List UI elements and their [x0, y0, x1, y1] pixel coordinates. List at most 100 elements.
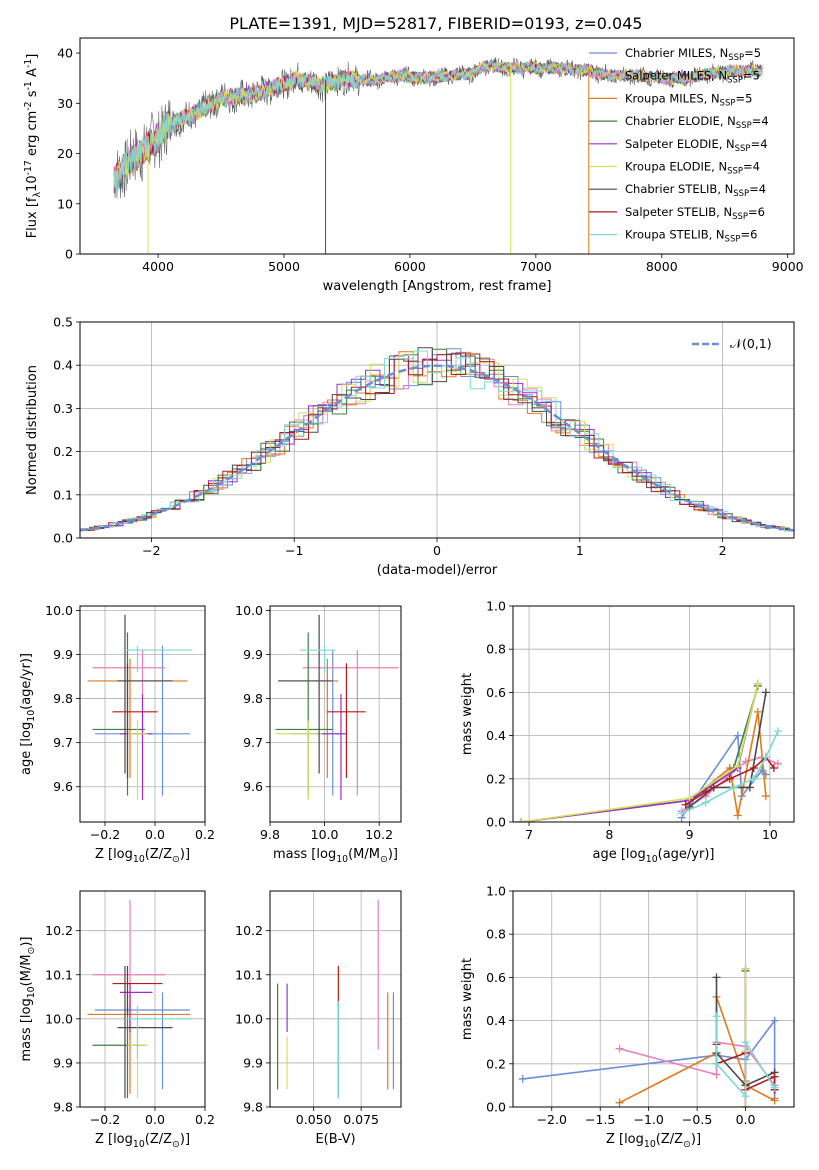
x-tick-label: 7000	[520, 259, 552, 274]
weight-marker	[749, 774, 758, 783]
y-axis-label: Flux [fλ10-17 erg cm-2 s-1 A-1]	[23, 54, 43, 239]
legend-label: Chabrier ELODIE, NSSP=4	[625, 114, 769, 131]
age-vs-Z-panel: −0.2 0.0 0.2 9.6 9.7 9.8 9.9 10.0	[45, 603, 215, 842]
y-tick-label: 10.2	[45, 923, 73, 938]
weight-marker	[761, 753, 770, 762]
y-tick-label: 9.8	[53, 691, 73, 706]
histogram-line	[80, 348, 794, 532]
y-tick-label: 9.9	[53, 1055, 73, 1070]
y-axis-label: Normed distribution	[25, 365, 40, 495]
y-tick-label: 0.4	[486, 728, 506, 743]
x-tick-label: 0.0	[145, 1112, 165, 1127]
x-axis-label: mass [log10(M/M⊙)]	[273, 847, 398, 865]
y-tick-label: 9.6	[53, 779, 73, 794]
x-tick-label: −2	[142, 543, 160, 558]
y-tick-label: 9.7	[53, 735, 73, 750]
weight-marker	[712, 1070, 721, 1079]
y-tick-label: 9.7	[243, 735, 263, 750]
x-tick-label: 7	[525, 827, 533, 842]
x-tick-label: 10.0	[311, 827, 339, 842]
spectrum-line	[113, 59, 763, 191]
y-axis-label: mass weight	[460, 673, 475, 755]
y-tick-label: 0.8	[486, 927, 506, 942]
weight-marker	[749, 764, 758, 772]
axes-frame	[79, 321, 795, 539]
x-tick-label: 0.0	[736, 1112, 756, 1127]
axes-frame	[512, 890, 795, 1108]
y-tick-label: 0.0	[486, 815, 506, 830]
x-axis-label: age [log10(age/yr)]	[593, 847, 715, 865]
mass-vs-EBV-plot-area	[276, 899, 395, 1099]
x-tick-label: 1	[576, 543, 584, 558]
weight-marker	[615, 1098, 624, 1107]
x-tick-label: −0.2	[90, 1112, 120, 1127]
axes-frame	[79, 890, 206, 1108]
y-tick-label: 9.8	[243, 1100, 263, 1115]
y-tick-label: 0	[65, 247, 73, 262]
y-tick-label: 9.8	[53, 1100, 73, 1115]
legend-label: Chabrier MILES, NSSP=5	[625, 46, 761, 63]
y-tick-label: 0.1	[53, 487, 73, 502]
y-axis-label: mass [log10(M/M⊙)]	[19, 937, 37, 1062]
y-tick-label: 0.6	[486, 685, 506, 700]
x-axis-label: Z [log10(Z/Z⊙)]	[95, 1132, 190, 1150]
weight-marker	[753, 679, 762, 688]
x-tick-label: −1	[285, 543, 303, 558]
weight-marker	[677, 809, 686, 818]
y-tick-label: 1.0	[486, 884, 506, 899]
weight-marker	[741, 1092, 750, 1101]
weight-marker	[701, 798, 710, 807]
weight-marker	[770, 1016, 779, 1025]
weight-marker	[701, 787, 710, 796]
x-tick-label: −1.0	[633, 1112, 663, 1127]
axes-frame	[79, 37, 795, 255]
legend-label: Kroupa MILES, NSSP=5	[625, 91, 752, 108]
x-axis-label: wavelength [Angstrom, rest frame]	[323, 279, 552, 294]
normal-reference-curve	[80, 364, 794, 532]
age-vs-Z-plot-area	[87, 614, 193, 800]
y-tick-label: 9.8	[243, 691, 263, 706]
weight-line	[520, 685, 759, 822]
x-tick-label: 8	[605, 827, 613, 842]
weight-line	[520, 683, 759, 822]
weight-marker	[733, 811, 742, 820]
y-tick-label: 0.4	[53, 358, 73, 373]
legend-label: Kroupa STELIB, NSSP=6	[625, 228, 757, 245]
y-tick-label: 0.2	[486, 1056, 506, 1071]
y-tick-label: 10	[57, 196, 73, 211]
x-axis-label: E(B-V)	[315, 1132, 355, 1147]
weight-marker	[745, 783, 754, 792]
weight-marker	[770, 1096, 779, 1105]
y-tick-label: 10.1	[235, 967, 263, 982]
y-tick-label: 10.0	[235, 1011, 263, 1026]
spectrum-plot-area	[113, 57, 763, 254]
y-tick-label: 1.0	[486, 599, 506, 614]
figure-title: PLATE=1391, MJD=52817, FIBERID=0193, z=0…	[229, 14, 642, 33]
y-tick-label: 30	[57, 96, 73, 111]
axes-frame	[269, 890, 402, 1108]
weight-marker	[712, 973, 721, 982]
weight-marker	[712, 1059, 721, 1068]
axes-frame	[512, 605, 795, 823]
legend-label: 𝒩(0,1)	[730, 336, 772, 351]
y-tick-label: 10.0	[45, 603, 73, 618]
y-tick-label: 40	[57, 46, 73, 61]
x-tick-label: 0.075	[343, 1112, 379, 1127]
y-tick-label: 0.6	[486, 970, 506, 985]
mass-vs-EBV-panel: 0.050 0.075 9.8 9.9 10.0 10.1 10.2	[235, 890, 402, 1127]
y-tick-label: 10.0	[235, 603, 263, 618]
histogram-line	[80, 347, 794, 531]
y-tick-label: 0.4	[486, 1013, 506, 1028]
x-tick-label: 0.2	[195, 1112, 215, 1127]
y-tick-label: 9.9	[53, 647, 73, 662]
spectrum-panel: 4000 5000 6000 7000 8000 9000 0 10 20 30 40	[57, 37, 804, 274]
y-tick-label: 0.2	[53, 444, 73, 459]
x-tick-label: 8000	[646, 259, 678, 274]
y-tick-label: 9.9	[243, 1055, 263, 1070]
weight-marker	[761, 688, 770, 697]
y-tick-label: 20	[57, 146, 73, 161]
x-axis-label: Z [log10(Z/Z⊙)]	[95, 847, 190, 865]
x-tick-label: −2.0	[537, 1112, 567, 1127]
legend-label: Salpeter ELODIE, NSSP=4	[625, 137, 768, 154]
legend-label: Chabrier STELIB, NSSP=4	[625, 182, 766, 199]
